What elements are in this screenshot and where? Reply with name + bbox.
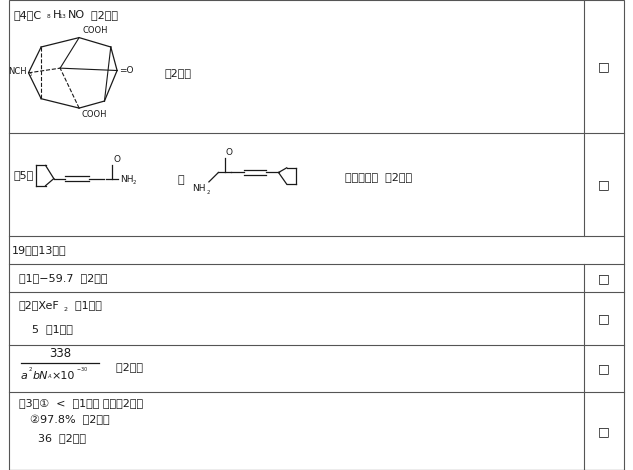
Text: □: □ [598, 362, 610, 376]
Text: NH: NH [192, 184, 206, 193]
Text: NCH: NCH [9, 67, 27, 77]
Text: （1分）: （1分） [68, 300, 103, 310]
Text: $_8$: $_8$ [46, 12, 52, 21]
Text: （2）XeF: （2）XeF [19, 300, 60, 310]
Text: $_2$: $_2$ [132, 178, 137, 187]
Text: □: □ [598, 178, 610, 191]
Text: □: □ [598, 313, 610, 325]
Text: COOH: COOH [82, 26, 108, 35]
Text: （3）①  <  （1分） 减小（2分）: （3）① < （1分） 减小（2分） [19, 398, 143, 408]
Text: $_A$: $_A$ [47, 372, 53, 381]
Text: O: O [226, 148, 233, 157]
Text: （1）−59.7  （2分）: （1）−59.7 （2分） [19, 273, 108, 283]
Text: ×10: ×10 [52, 371, 75, 381]
Text: 338: 338 [49, 346, 71, 360]
Text: ②97.8%  （2分）: ②97.8% （2分） [30, 415, 110, 425]
Text: $^2$: $^2$ [28, 367, 34, 376]
Text: （2分）: （2分） [165, 68, 192, 78]
Text: 19．（13分）: 19．（13分） [11, 245, 66, 255]
Text: $_2$: $_2$ [206, 188, 211, 196]
Text: $^{-30}$: $^{-30}$ [76, 367, 88, 373]
Text: （4）C: （4）C [14, 10, 42, 20]
Text: （2分）: （2分） [109, 361, 143, 372]
Text: NO: NO [68, 10, 85, 20]
Text: □: □ [598, 425, 610, 438]
Text: □: □ [598, 272, 610, 285]
Text: $_3$: $_3$ [28, 70, 33, 78]
Text: a: a [21, 371, 28, 381]
Text: COOH: COOH [81, 110, 106, 119]
Text: （2分）: （2分） [84, 10, 118, 20]
Text: NH: NH [120, 175, 133, 184]
Text: 或: 或 [177, 174, 184, 185]
Text: 36  （2分）: 36 （2分） [38, 433, 86, 444]
Text: =O: =O [119, 66, 134, 75]
Text: 5  （1分）: 5 （1分） [32, 324, 73, 334]
Text: O: O [113, 155, 120, 164]
Text: bN: bN [32, 371, 47, 381]
Text: $_{13}$: $_{13}$ [58, 12, 67, 21]
Text: （5）: （5） [14, 170, 34, 180]
Text: H: H [53, 10, 61, 20]
Text: □: □ [598, 60, 610, 73]
Text: 等合理答案  （2分）: 等合理答案 （2分） [345, 172, 412, 182]
Text: $_2$: $_2$ [63, 305, 69, 314]
